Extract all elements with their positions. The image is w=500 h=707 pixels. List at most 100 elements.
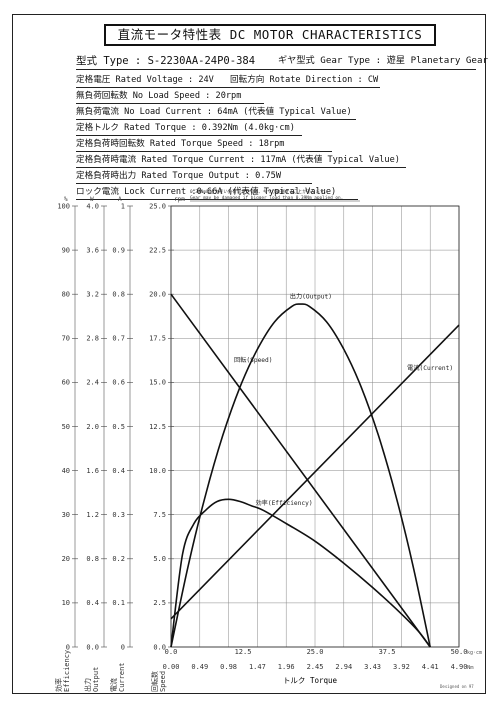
- efficiency-tick-label: 10: [62, 599, 70, 607]
- x-unit-nm: Nm: [467, 665, 474, 671]
- efficiency-tick-label: 80: [62, 291, 70, 299]
- speed-tick-label: 15.0: [149, 379, 166, 387]
- series-line-speed: [170, 293, 431, 648]
- speed-tick-label: 5.0: [153, 555, 166, 563]
- x-axis-label: トルク Torque: [283, 676, 338, 685]
- spec-underline: [76, 135, 302, 136]
- output-tick-label: 0.4: [86, 599, 99, 607]
- x-tick-kgcm: 37.5: [379, 648, 396, 656]
- current-tick-label: 0.4: [112, 467, 125, 475]
- current-tick-label: 0.6: [112, 379, 125, 387]
- output-tick-label: 2.8: [86, 335, 99, 343]
- output-tick-label: 3.6: [86, 246, 99, 254]
- speed-tick-label: 0.0: [153, 643, 166, 651]
- x-tick-nm: 2.45: [307, 663, 324, 671]
- current-axis-title: Current: [118, 662, 126, 692]
- efficiency-tick-label: 70: [62, 335, 70, 343]
- spec-underline: [76, 167, 406, 168]
- series-label-current: 電流(Current): [407, 364, 453, 372]
- spec-underline: [76, 183, 312, 184]
- signature: Designed on 97: [440, 684, 474, 689]
- x-tick-nm: 3.43: [364, 663, 381, 671]
- output-tick-label: 4.0: [86, 202, 99, 210]
- output-axis-title: Output: [92, 667, 100, 692]
- efficiency-tick-label: 90: [62, 246, 70, 254]
- speed-tick-label: 20.0: [149, 291, 166, 299]
- gear-type-line: ギヤ型式 Gear Type : 遊星 Planetary Gear: [278, 55, 489, 66]
- x-tick-nm: 1.96: [278, 663, 295, 671]
- efficiency-tick-label: 60: [62, 379, 70, 387]
- x-tick-nm: 1.47: [249, 663, 266, 671]
- efficiency-tick-label: 50: [62, 423, 70, 431]
- series-label-output: 出力(Output): [290, 292, 332, 300]
- x-tick-kgcm: 25.0: [307, 648, 324, 656]
- output-tick-label: 2.0: [86, 423, 99, 431]
- current-tick-label: 0.7: [112, 335, 125, 343]
- speed-axis-title: 回転数: [150, 671, 159, 692]
- spec-underline: [76, 103, 264, 104]
- speed-tick-label: 7.5: [153, 511, 166, 519]
- spec-lock-current: ロック電流 Lock Current :0.66A (代表値 Typical V…: [76, 187, 337, 197]
- output-axis-title: 出力: [83, 678, 92, 692]
- type-underline: [76, 69, 476, 70]
- spec-rated-torque-current: 定格負荷時電流 Rated Torque Current : 117mA (代表…: [76, 155, 400, 165]
- x-tick-kgcm: 12.5: [235, 648, 252, 656]
- chart-labels: 0.0 12.5 25.0 37.5 50.0 0.00 0.49 0.98 1.47 1.96 2…: [163, 292, 468, 671]
- spec-rated-torque-output: 定格負荷時出力 Rated Torque Output : 0.75W: [76, 171, 282, 181]
- spec-rated-torque-speed: 定格負荷時回転数 Rated Torque Speed : 18rpm: [76, 139, 285, 149]
- spec-underline: [76, 119, 356, 120]
- series-label-efficiency: 効率(Efficiency): [255, 499, 312, 507]
- series-line-output: [170, 303, 431, 648]
- x-tick-nm: 0.00: [163, 663, 180, 671]
- sheet-frame: [12, 14, 486, 694]
- efficiency-tick-label: 40: [62, 467, 70, 475]
- type-line: 型式 Type : S-2230AA-24P0-384: [76, 55, 256, 67]
- spec-rated-torque: 定格トルク Rated Torque : 0.392Nm (4.0kg·cm): [76, 123, 295, 133]
- efficiency-tick-label: 30: [62, 511, 70, 519]
- spec-underline: [76, 87, 380, 88]
- output-tick-label: 3.2: [86, 291, 99, 299]
- output-tick-label: 1.6: [86, 467, 99, 475]
- spec-rotate-direction: 回転方向 Rotate Direction : CW: [230, 75, 379, 85]
- current-tick-label: 0.8: [112, 291, 125, 299]
- series-line-current: [170, 324, 460, 620]
- output-tick-label: 0.0: [86, 643, 99, 651]
- efficiency-tick-label: 20: [62, 555, 70, 563]
- speed-tick-label: 17.5: [149, 335, 166, 343]
- speed-unit: rpm: [174, 196, 185, 203]
- output-tick-label: 2.4: [86, 379, 99, 387]
- spec-no-load-current: 無負荷電流 No Load Current : 64mA (代表値 Typica…: [76, 107, 352, 117]
- output-unit: W: [90, 196, 94, 203]
- series-line-efficiency: [170, 498, 431, 648]
- spec-rated-voltage: 定格電圧 Rated Voltage : 24V: [76, 75, 214, 85]
- x-tick-nm: 0.49: [191, 663, 208, 671]
- spec-no-load-speed: 無負荷回転数 No Load Speed : 20rpm: [76, 91, 242, 101]
- x-tick-kgcm: 0.0: [165, 648, 178, 656]
- x-unit-kgcm: kg·cm: [467, 650, 482, 656]
- speed-tick-label: 22.5: [149, 246, 166, 254]
- chart-series: [170, 293, 460, 648]
- output-tick-label: 0.8: [86, 555, 99, 563]
- current-tick-label: 0.2: [112, 555, 125, 563]
- x-tick-nm: 4.90: [451, 663, 468, 671]
- efficiency-axis-title: Efficiency: [63, 650, 71, 692]
- efficiency-axis-title: 効率: [54, 678, 63, 692]
- efficiency-tick-label: 0: [66, 643, 70, 651]
- speed-tick-label: 12.5: [149, 423, 166, 431]
- series-label-speed: 回転(Speed): [234, 356, 272, 364]
- speed-tick-label: 25.0: [149, 202, 166, 210]
- spec-underline: [76, 199, 358, 200]
- speed-axis-title: Speed: [159, 671, 167, 692]
- x-tick-nm: 3.92: [393, 663, 410, 671]
- efficiency-unit: %: [64, 196, 68, 203]
- spec-underline: [76, 151, 332, 152]
- current-unit: A: [118, 196, 122, 203]
- efficiency-tick-label: 100: [57, 202, 70, 210]
- x-tick-nm: 0.98: [220, 663, 237, 671]
- current-tick-label: 0: [121, 643, 125, 651]
- x-tick-nm: 2.94: [335, 663, 352, 671]
- page-title: 直流モータ特性表 DC MOTOR CHARACTERISTICS: [104, 24, 436, 46]
- warning-jp: 0.39Nm以上大きい負荷がかかると、ギヤが破損することがあります。: [190, 188, 328, 195]
- current-axis-title: 電流: [109, 678, 118, 692]
